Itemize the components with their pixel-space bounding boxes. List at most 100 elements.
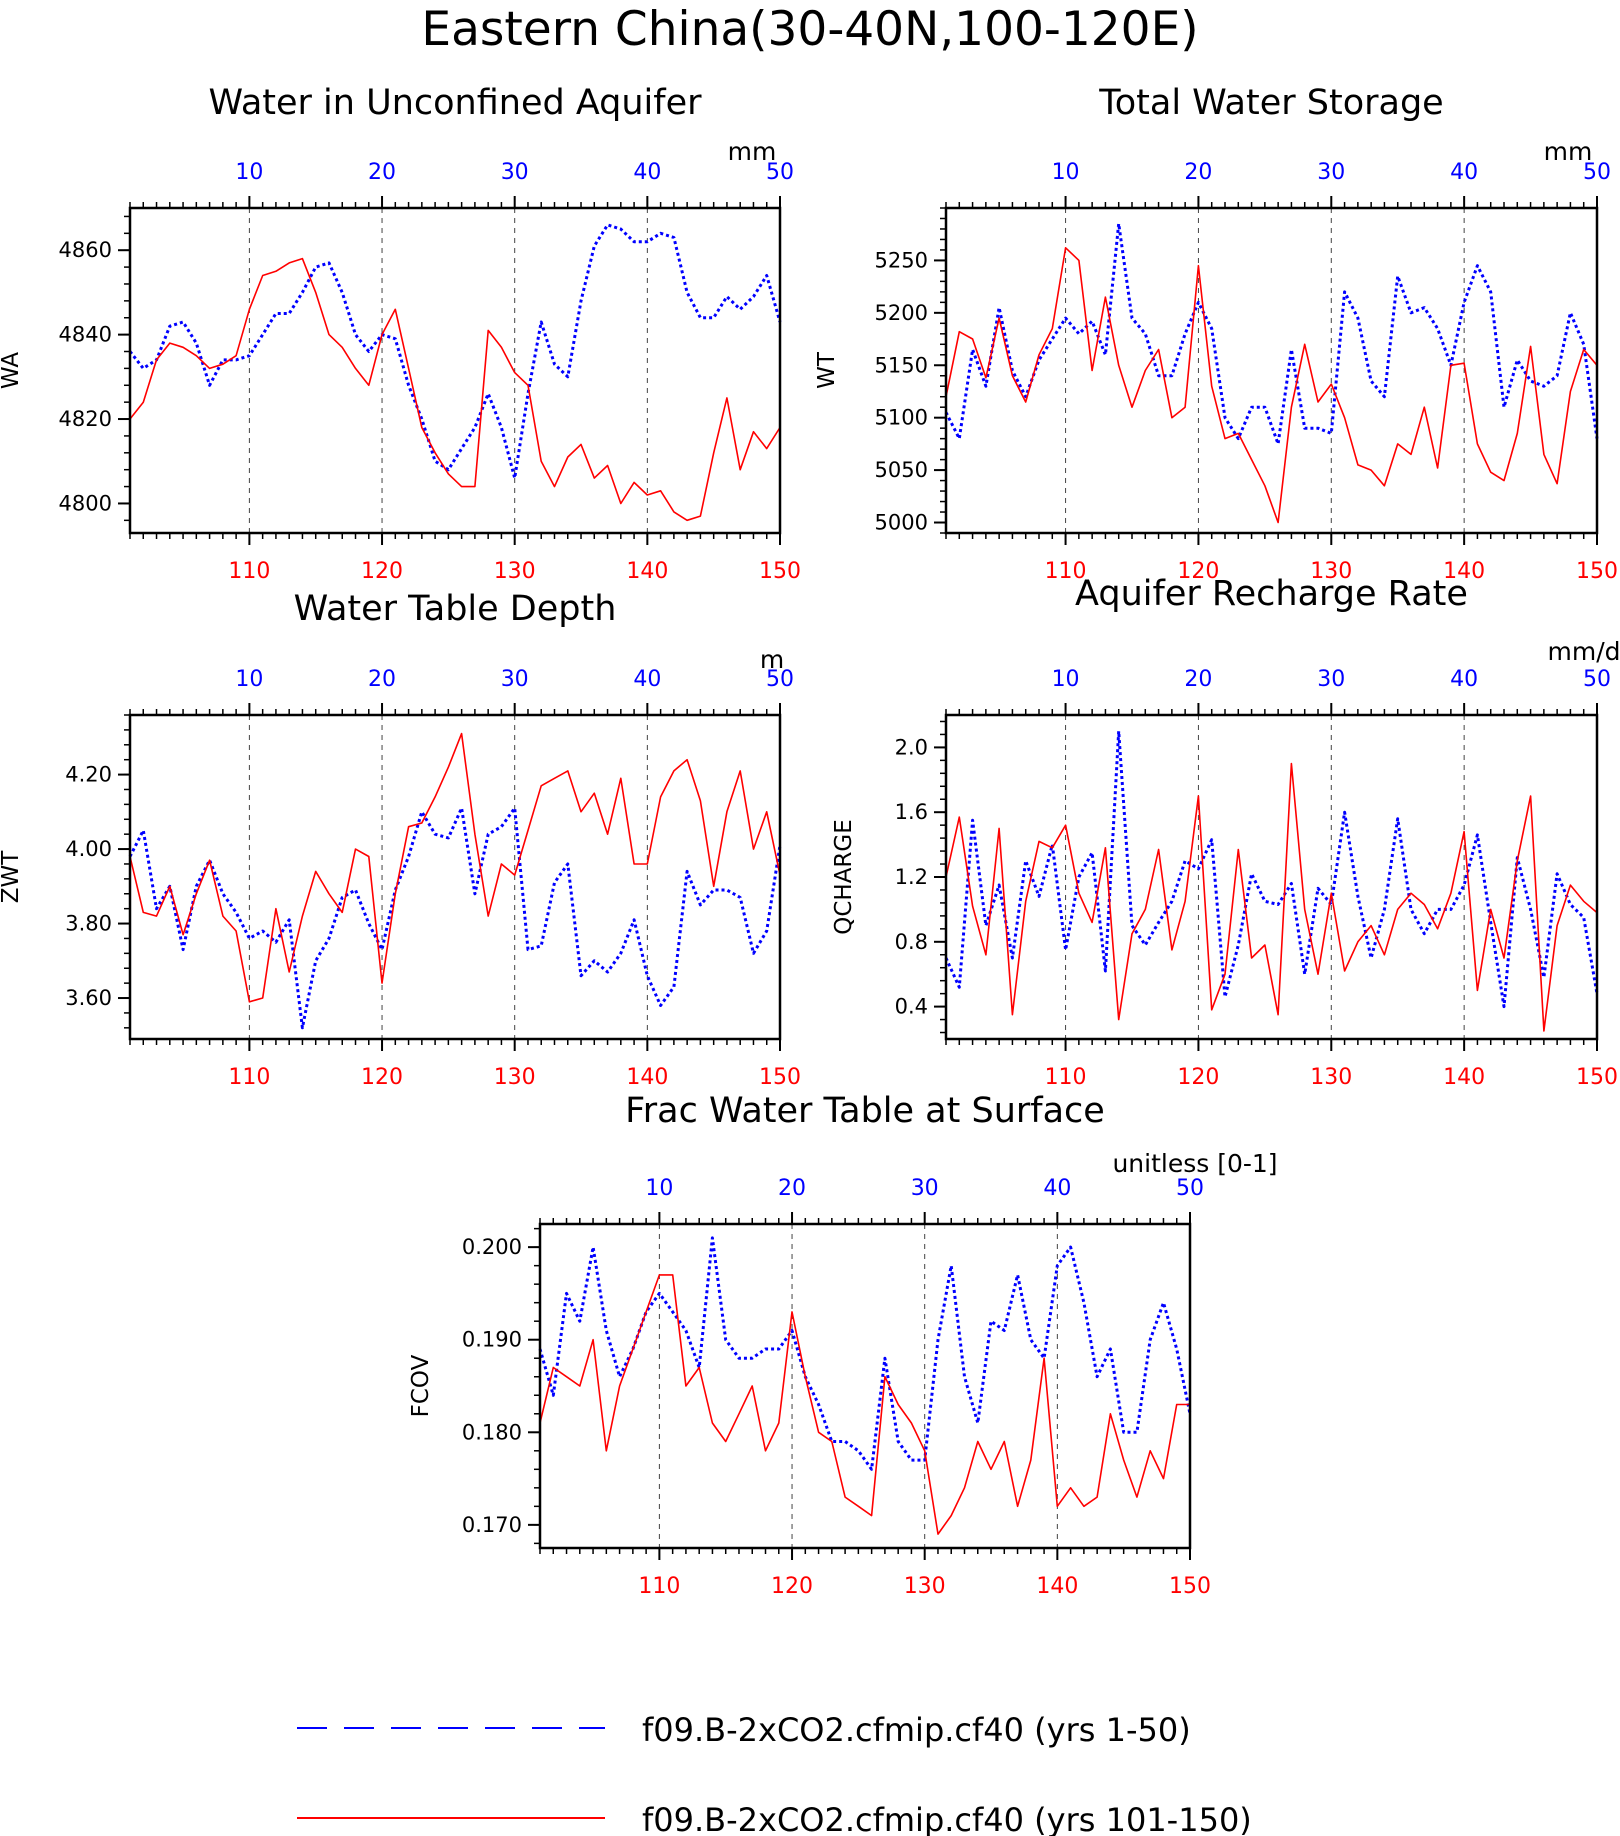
y-tick-label: 0.4 [895,995,928,1019]
y-tick-label: 0.200 [462,1235,522,1259]
panel-water-table-depth: Water Table Depth m 3.60 3.80 4.00 4.20 ZWT 110… [0,589,801,1090]
x-top-tick-label: 10 [235,667,263,692]
series-line-red [945,762,1598,1032]
x-bottom-tick-label: 130 [494,559,536,584]
plot-frame [128,206,782,535]
x-bottom-tick-label: 110 [1045,1065,1087,1090]
x-top-tick-label: 20 [368,667,396,692]
y-tick-label: 3.80 [65,912,112,936]
y-tick-label: 0.170 [462,1513,522,1537]
x-bottom-tick-label: 120 [361,559,403,584]
y-tick-label: 4.00 [65,837,112,861]
x-top-tick-label: 30 [1317,667,1345,692]
series-line-blue [538,1236,1192,1471]
plot-frame [944,206,1599,535]
x-bottom-tick-label: 130 [904,1574,946,1599]
x-top-tick-label: 30 [911,1176,939,1201]
panel-total-water-storage: Total Water Storage mm 5000 5050 5100 5150 520… [814,83,1618,584]
x-top-tick-label: 20 [778,1176,806,1201]
x-top-tick-label: 30 [1317,160,1345,185]
panel-title: Water Table Depth [294,589,617,629]
x-top-tick-label: 40 [633,160,661,185]
y-tick-label: 1.2 [895,865,928,889]
y-tick-label: 4800 [59,491,112,515]
x-bottom-tick-label: 120 [771,1574,813,1599]
y-tick-label: 3.60 [65,986,112,1010]
units-label: mm [728,137,777,166]
series-line-red [539,1274,1190,1535]
x-bottom-tick-label: 140 [1443,559,1485,584]
x-top-tick-label: 20 [368,160,396,185]
y-axis-label: FCOV [408,1354,434,1417]
x-bottom-tick-label: 130 [494,1065,536,1090]
x-top-tick-label: 50 [1583,160,1611,185]
x-bottom-tick-label: 140 [626,1065,668,1090]
panel-title: Frac Water Table at Surface [625,1091,1105,1131]
y-axis-label: ZWT [0,850,24,903]
panel-title: Water in Unconfined Aquifer [208,83,702,123]
panel-water-in-unconfined-aquifer: Water in Unconfined Aquifer mm 4800 4820 484… [0,83,801,584]
legend: f09.B-2xCO2.cfmip.cf40 (yrs 1-50) f09.B-… [297,1711,1252,1836]
x-top-tick-label: 30 [501,667,529,692]
y-axis-label: WA [0,352,24,389]
y-tick-label: 5050 [875,458,928,482]
y-axis-label: WT [814,351,840,389]
units-label: mm [1544,137,1593,166]
x-bottom-tick-label: 140 [1443,1065,1485,1090]
x-bottom-tick-label: 120 [1177,559,1219,584]
x-bottom-tick-label: 120 [1177,1065,1219,1090]
x-top-tick-label: 20 [1184,667,1212,692]
series-line-red [945,247,1598,524]
x-bottom-tick-label: 140 [626,559,668,584]
x-bottom-tick-label: 110 [228,559,270,584]
y-tick-label: 0.180 [462,1420,522,1444]
y-tick-label: 4820 [59,407,112,431]
x-bottom-tick-label: 110 [638,1574,680,1599]
x-bottom-tick-label: 130 [1310,1065,1352,1090]
figure-title: Eastern China(30-40N,100-120E) [421,2,1198,57]
panel-title: Total Water Storage [1098,83,1443,123]
x-bottom-tick-label: 150 [1576,1065,1618,1090]
x-top-tick-label: 40 [1450,667,1478,692]
x-bottom-tick-label: 150 [1169,1574,1211,1599]
x-top-tick-label: 50 [1176,1176,1204,1201]
units-label: unitless [0-1] [1112,1149,1277,1178]
series-line-blue [944,729,1599,1009]
x-top-tick-label: 50 [766,160,794,185]
y-tick-label: 4840 [59,323,112,347]
x-top-tick-label: 30 [501,160,529,185]
x-top-tick-label: 50 [1583,667,1611,692]
y-tick-label: 5150 [875,353,928,377]
x-bottom-tick-label: 120 [361,1065,403,1090]
panel-title: Aquifer Recharge Rate [1075,574,1468,614]
x-top-tick-label: 40 [1043,1176,1071,1201]
panel-aquifer-recharge-rate: Aquifer Recharge Rate mm/d 0.4 0.8 1.2 1.6 2.0… [831,574,1620,1090]
series-line-red [129,257,781,522]
y-tick-label: 2.0 [895,735,928,759]
y-tick-label: 5000 [875,511,928,535]
y-tick-label: 5250 [875,248,928,272]
y-tick-label: 0.190 [462,1328,522,1352]
series-line-red [129,732,781,1003]
x-bottom-tick-label: 110 [1045,559,1087,584]
x-bottom-tick-label: 150 [759,559,801,584]
x-top-tick-label: 10 [235,160,263,185]
y-tick-label: 1.6 [895,800,928,824]
y-tick-label: 5200 [875,301,928,325]
x-bottom-tick-label: 110 [228,1065,270,1090]
legend-label-red: f09.B-2xCO2.cfmip.cf40 (yrs 101-150) [642,1801,1252,1836]
units-label: m [760,645,784,674]
plot-frame [128,713,782,1041]
series-line-blue [128,223,782,480]
x-top-tick-label: 20 [1184,160,1212,185]
x-bottom-tick-label: 150 [759,1065,801,1090]
series-line-blue [944,222,1599,446]
x-bottom-tick-label: 150 [1576,559,1618,584]
x-top-tick-label: 10 [1052,667,1080,692]
y-tick-label: 5100 [875,406,928,430]
plot-frame [538,1222,1192,1550]
series-line-blue [128,806,782,1030]
x-bottom-tick-label: 130 [1310,559,1352,584]
